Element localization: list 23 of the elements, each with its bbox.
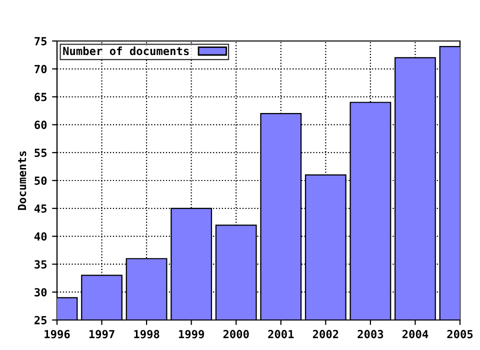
y-tick-label: 25 — [34, 316, 47, 324]
y-tick-label: 40 — [34, 232, 47, 241]
legend-label: Number of documents — [63, 46, 189, 56]
x-tick-label: 1997 — [89, 330, 114, 338]
y-tick-label: 75 — [34, 37, 47, 46]
y-tick-label: 60 — [34, 120, 47, 130]
y-tick-label: 35 — [34, 260, 47, 269]
x-tick-label: 2004 — [402, 330, 428, 338]
y-tick-label: 55 — [34, 148, 47, 157]
x-tick-label: 1998 — [134, 330, 160, 338]
x-tick-label: 2005 — [447, 330, 473, 338]
y-tick-label: 65 — [34, 92, 47, 102]
x-tick-label: 1999 — [178, 330, 204, 338]
x-tick-label: 1996 — [44, 330, 70, 338]
x-tick-label: 2003 — [358, 330, 384, 338]
x-tick-label: 2002 — [312, 330, 338, 338]
y-axis-title: Documents — [18, 151, 26, 210]
y-tick-label: 45 — [34, 204, 47, 213]
y-tick-label: 30 — [34, 288, 47, 296]
y-tick-label: 50 — [34, 176, 47, 185]
x-tick-label: 2001 — [268, 330, 294, 338]
y-tick-label: 70 — [34, 64, 47, 74]
x-tick-label: 2000 — [223, 330, 249, 338]
